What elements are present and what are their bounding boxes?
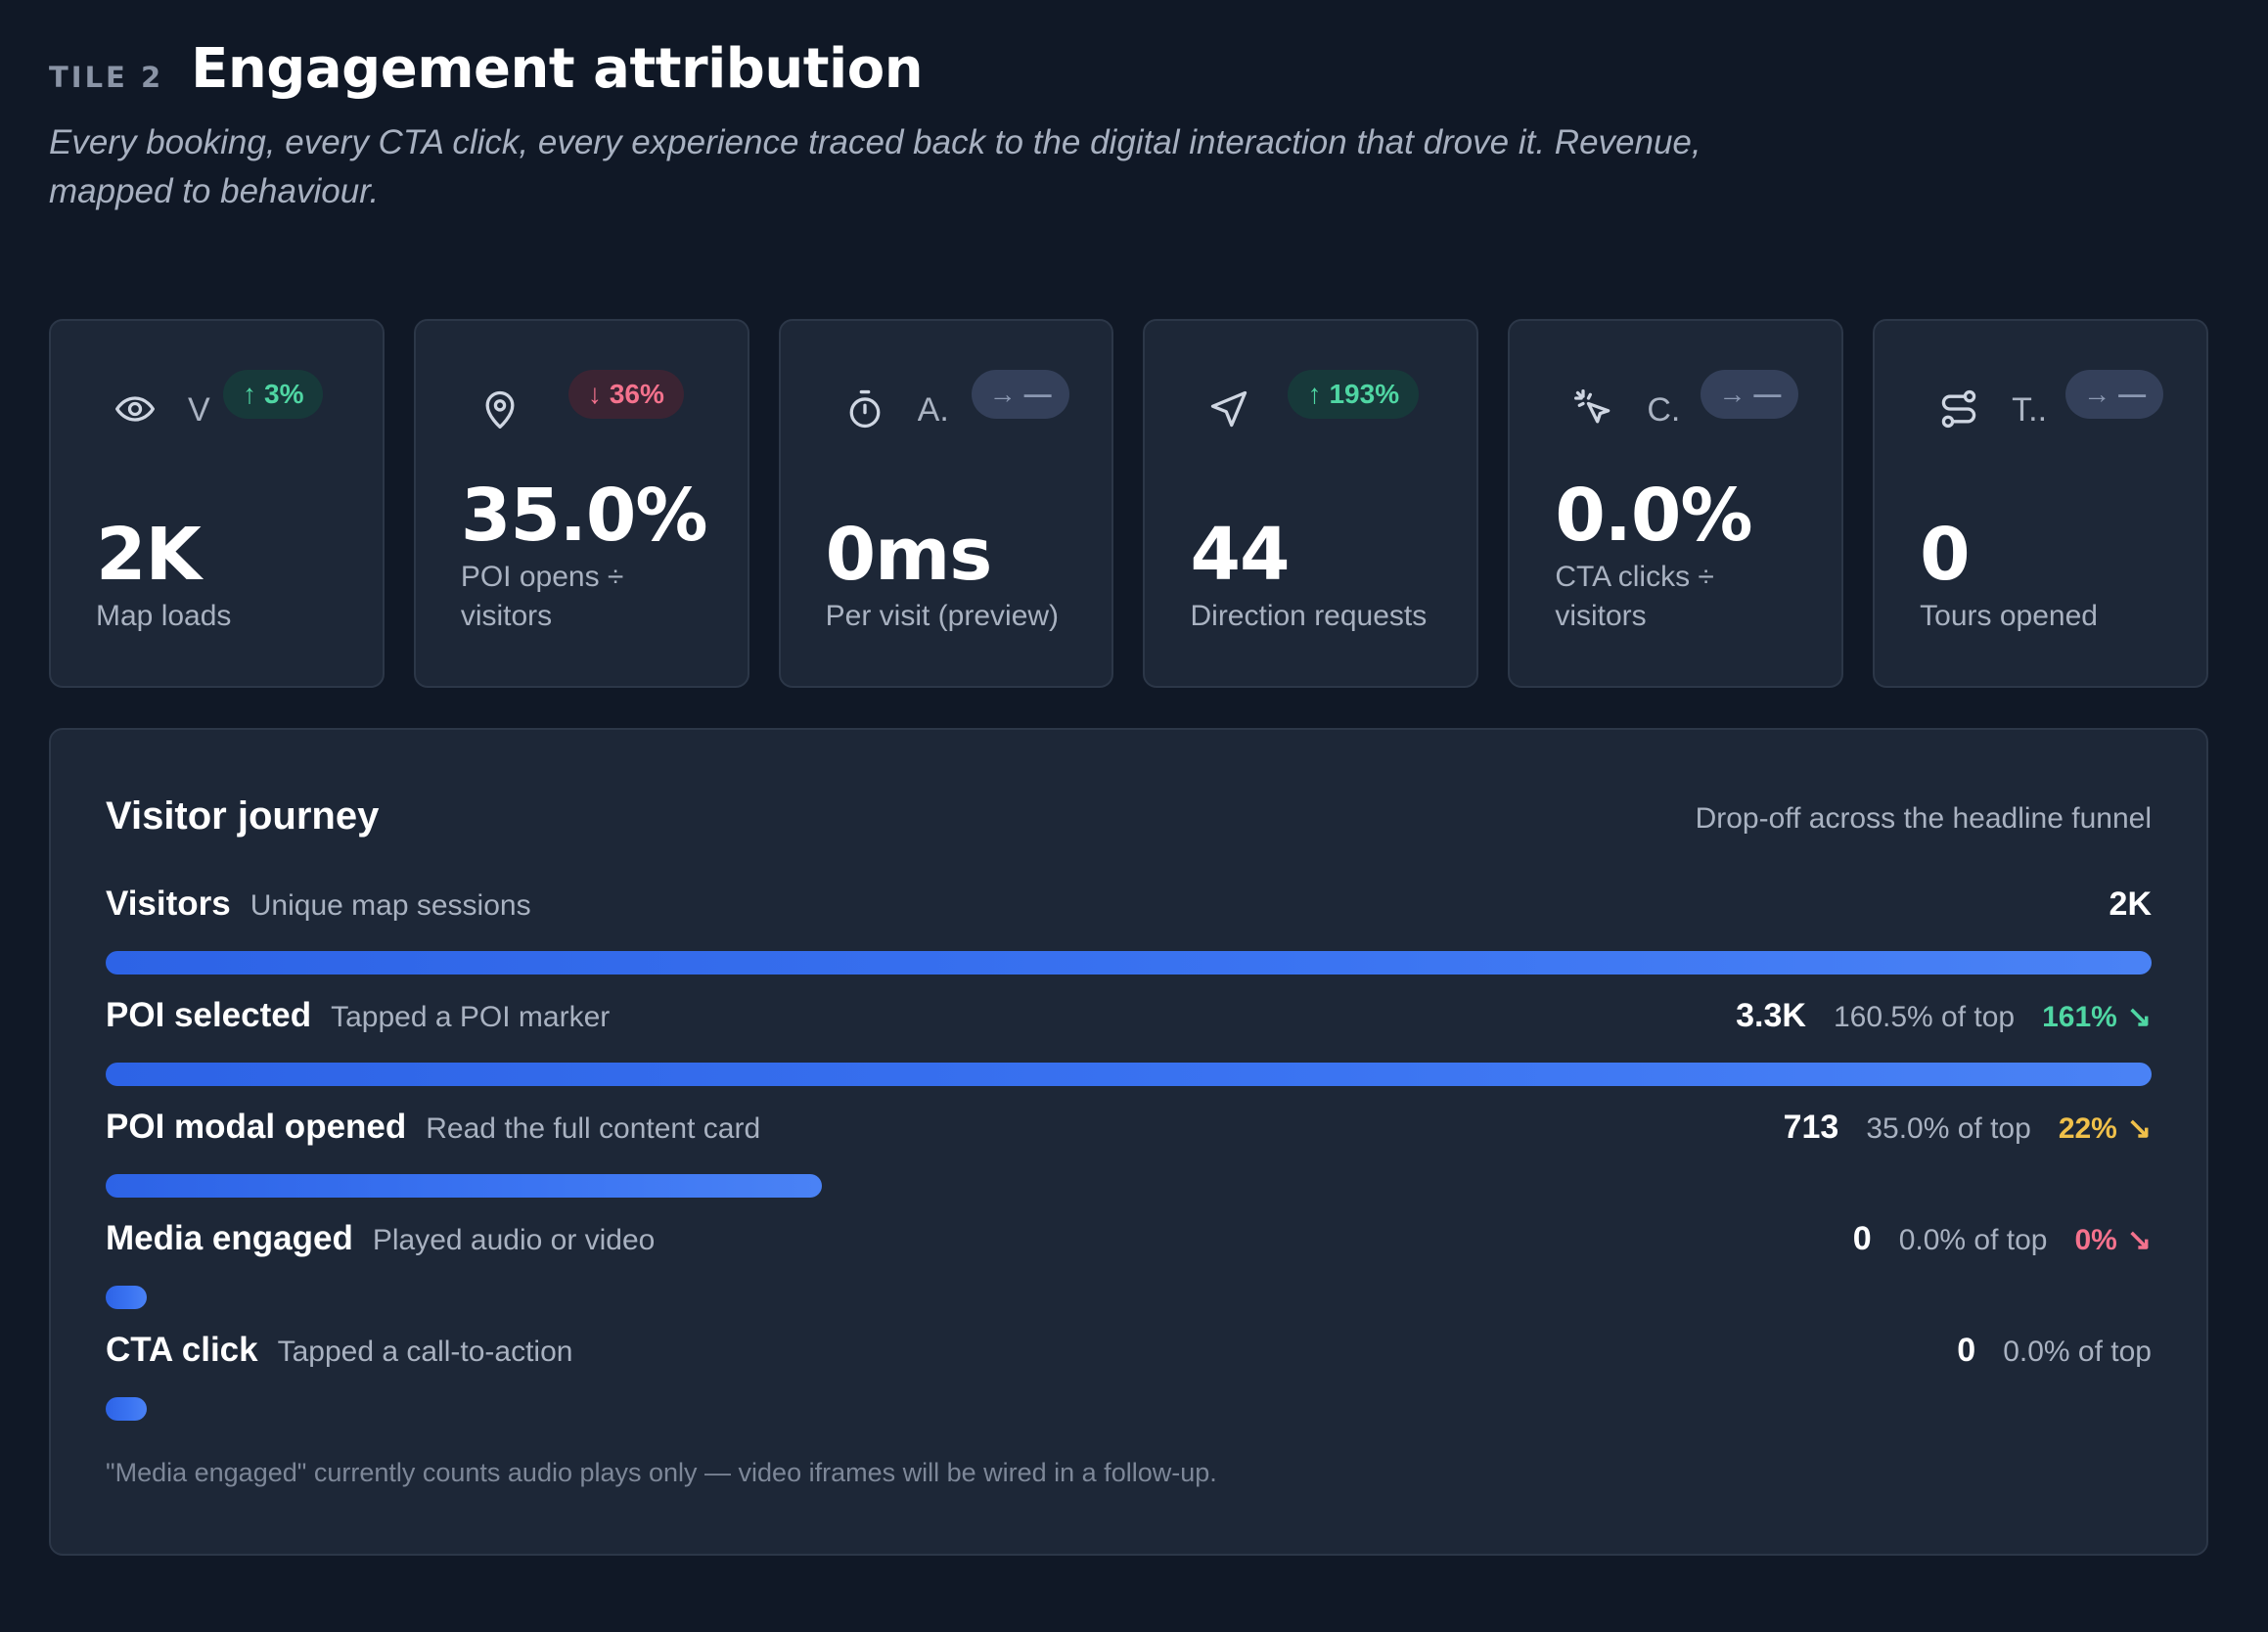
stage-bar-track — [106, 951, 2152, 975]
stage-conversion: 22% ↘ — [2059, 1111, 2152, 1146]
arrow-up-icon: ↑ — [243, 379, 256, 409]
funnel-stage-visitors: Visitors Unique map sessions 2K — [106, 884, 2152, 992]
trend-down-icon: ↘ — [2126, 1112, 2152, 1145]
stage-subtitle: Tapped a POI marker — [331, 1001, 611, 1033]
stage-percent-of-top: 160.5% of top — [1833, 1001, 2016, 1033]
stopwatch-icon — [843, 387, 886, 431]
trend-down-icon: ↘ — [2126, 1224, 2152, 1256]
stage-name: Media engaged — [106, 1219, 353, 1257]
delta-badge: ↑ 193% — [1288, 370, 1420, 419]
stage-name: CTA click — [106, 1331, 258, 1369]
arrow-up-icon: ↑ — [1307, 379, 1322, 409]
delta-badge: ↑ 3% — [223, 370, 324, 419]
tile-description: Map loads — [96, 600, 232, 632]
tile-description: Tours opened — [1920, 600, 2098, 632]
tile-value: 0.0% — [1555, 474, 1752, 558]
navigation-arrow-icon — [1207, 387, 1250, 431]
stage-percent-of-top: 35.0% of top — [1866, 1112, 2031, 1145]
stage-percent-of-top: 0.0% of top — [2003, 1336, 2152, 1368]
tile-value: 35.0% — [460, 474, 708, 558]
stage-count: 0 — [1957, 1332, 1976, 1369]
stage-bar-track — [106, 1397, 2152, 1421]
kpi-tile-map-loads[interactable]: V ↑ 3% 2K Map loads — [49, 319, 385, 688]
delta-badge: → — — [1701, 370, 1799, 419]
delta-value: — — [2118, 379, 2147, 409]
funnel-stage-cta-click: CTA click Tapped a call-to-action 0 0.0%… — [106, 1331, 2152, 1438]
stage-conversion: 0% ↘ — [2075, 1223, 2153, 1257]
tile-description: CTA clicks ÷ visitors — [1555, 561, 1714, 632]
cursor-click-icon — [1572, 387, 1615, 431]
stage-count: 0 — [1852, 1220, 1872, 1257]
stage-bar-fill — [106, 1063, 2152, 1086]
tile-value: 0ms — [825, 513, 993, 597]
stage-name: POI modal opened — [106, 1108, 407, 1146]
tile-value: 2K — [96, 513, 202, 597]
stage-count: 713 — [1783, 1109, 1839, 1146]
route-icon — [1937, 387, 1980, 431]
stage-count: 2K — [2109, 885, 2152, 923]
delta-value: 3% — [264, 379, 304, 409]
kpi-tile-tours-opened[interactable]: T.. → — 0 Tours opened — [1873, 319, 2208, 688]
delta-badge: ↓ 36% — [567, 370, 684, 419]
kpi-tile-direction-requests[interactable]: ↑ 193% 44 Direction requests — [1143, 319, 1479, 688]
stage-bar-fill — [106, 951, 2152, 975]
stage-count: 3.3K — [1736, 997, 1806, 1034]
stage-subtitle: Unique map sessions — [249, 889, 531, 922]
arrow-right-icon: → — [2083, 379, 2111, 409]
kpi-tile-cta-clicks[interactable]: C. → — 0.0% CTA clicks ÷ visitors — [1508, 319, 1844, 688]
stage-bar-track — [106, 1286, 2152, 1309]
conversion-value: 0% — [2074, 1224, 2117, 1256]
arrow-right-icon: → — [1718, 379, 1746, 409]
journey-hint: Drop-off across the headline funnel — [1695, 802, 2152, 835]
arrow-right-icon: → — [988, 379, 1017, 409]
funnel-stage-poi-selected: POI selected Tapped a POI marker 3.3K 16… — [106, 996, 2152, 1104]
stage-name: Visitors — [106, 884, 231, 923]
stage-conversion: 161% ↘ — [2042, 1000, 2152, 1034]
tile-label: V — [188, 391, 210, 429]
conversion-value: 22% — [2058, 1112, 2117, 1145]
delta-value: — — [1023, 379, 1052, 409]
trend-down-icon: ↘ — [2126, 1001, 2152, 1033]
kpi-tile-poi-opens[interactable]: ↓ 36% 35.0% POI opens ÷ visitors — [413, 319, 749, 688]
journey-title: Visitor journey — [106, 794, 380, 838]
delta-badge: → — — [2065, 370, 2164, 419]
stage-name: POI selected — [106, 996, 312, 1034]
page-header: TILE 2 Engagement attribution Every book… — [49, 37, 1810, 216]
tile-label: C. — [1647, 391, 1681, 429]
arrow-down-icon: ↓ — [587, 379, 602, 409]
tile-label: A. — [917, 391, 949, 429]
delta-value: 193% — [1329, 379, 1400, 409]
kpi-tiles: V ↑ 3% 2K Map loads ↓ 36% 35.0% POI opens … — [49, 319, 2208, 688]
map-pin-icon — [478, 387, 522, 431]
funnel-stage-poi-modal-opened: POI modal opened Read the full content c… — [106, 1108, 2152, 1215]
stage-bar-fill — [106, 1286, 147, 1309]
stage-subtitle: Read the full content card — [426, 1112, 761, 1145]
tile-description: POI opens ÷ visitors — [460, 561, 624, 632]
tile-value: 44 — [1190, 513, 1290, 597]
journey-footnote: "Media engaged" currently counts audio p… — [106, 1458, 1217, 1487]
delta-value: — — [1753, 379, 1782, 409]
stage-bar-fill — [106, 1174, 822, 1198]
tile-label: T.. — [2012, 391, 2048, 429]
stage-percent-of-top: 0.0% of top — [1898, 1224, 2048, 1256]
eye-icon — [113, 387, 157, 431]
stage-bar-track — [106, 1174, 2152, 1198]
stage-subtitle: Tapped a call-to-action — [277, 1336, 573, 1368]
stage-bar-fill — [106, 1397, 147, 1421]
stage-bar-track — [106, 1063, 2152, 1086]
funnel-stage-media-engaged: Media engaged Played audio or video 0 0.… — [106, 1219, 2152, 1327]
delta-value: 36% — [609, 379, 664, 409]
kpi-tile-time-per-visit[interactable]: A. → — 0ms Per visit (preview) — [778, 319, 1114, 688]
tile-eyebrow: TILE 2 — [49, 61, 164, 94]
page-title: Engagement attribution — [191, 37, 924, 101]
stage-subtitle: Played audio or video — [372, 1224, 656, 1256]
conversion-value: 161% — [2042, 1001, 2117, 1033]
tile-description: Per visit (preview) — [825, 600, 1060, 632]
delta-badge: → — — [971, 370, 1069, 419]
page-subtitle: Every booking, every CTA click, every ex… — [49, 123, 1701, 210]
tile-description: Direction requests — [1190, 600, 1428, 632]
tile-value: 0 — [1920, 513, 1970, 597]
visitor-journey-panel: Visitor journey Drop-off across the head… — [49, 728, 2208, 1556]
